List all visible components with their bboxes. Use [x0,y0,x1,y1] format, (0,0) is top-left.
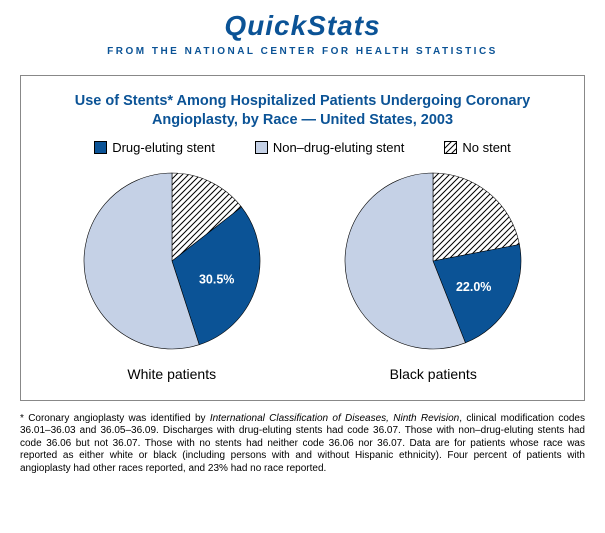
pie-slice-label: 22.0% [456,280,491,294]
pie-black-patients: 22.0% Black patients [333,171,533,382]
pie-white-patients: 30.5% White patients [72,171,272,382]
chart-title: Use of Stents* Among Hospitalized Patien… [21,76,584,140]
legend-swatch-icon [255,141,268,154]
legend-label: No stent [462,140,510,155]
footnote: * Coronary angioplasty was identified by… [0,409,605,476]
legend-swatch-icon [94,141,107,154]
pie-caption: Black patients [333,366,533,382]
legend-label: Drug-eluting stent [112,140,215,155]
pie-chart-icon: 22.0% [333,171,533,351]
pie-chart-icon: 30.5% [72,171,272,351]
legend-swatch-icon [444,141,457,154]
legend-item-non-drug-eluting: Non–drug-eluting stent [255,140,405,155]
chart-panel: Use of Stents* Among Hospitalized Patien… [20,75,585,401]
legend-label: Non–drug-eluting stent [273,140,405,155]
header: QuickStats FROM THE NATIONAL CENTER FOR … [0,0,605,57]
footnote-prefix: * Coronary angioplasty was identified by [20,413,210,424]
pie-row: 30.5% White patients 22.0% Black patient… [21,161,584,400]
legend: Drug-eluting stent Non–drug-eluting sten… [21,140,584,161]
pie-caption: White patients [72,366,272,382]
quickstats-subtitle: FROM THE NATIONAL CENTER FOR HEALTH STAT… [0,46,605,57]
pie-slice-label: 30.5% [199,272,234,286]
footnote-italic: International Classification of Diseases… [210,413,459,424]
quickstats-title: QuickStats [0,10,605,42]
legend-item-no-stent: No stent [444,140,510,155]
legend-item-drug-eluting: Drug-eluting stent [94,140,215,155]
